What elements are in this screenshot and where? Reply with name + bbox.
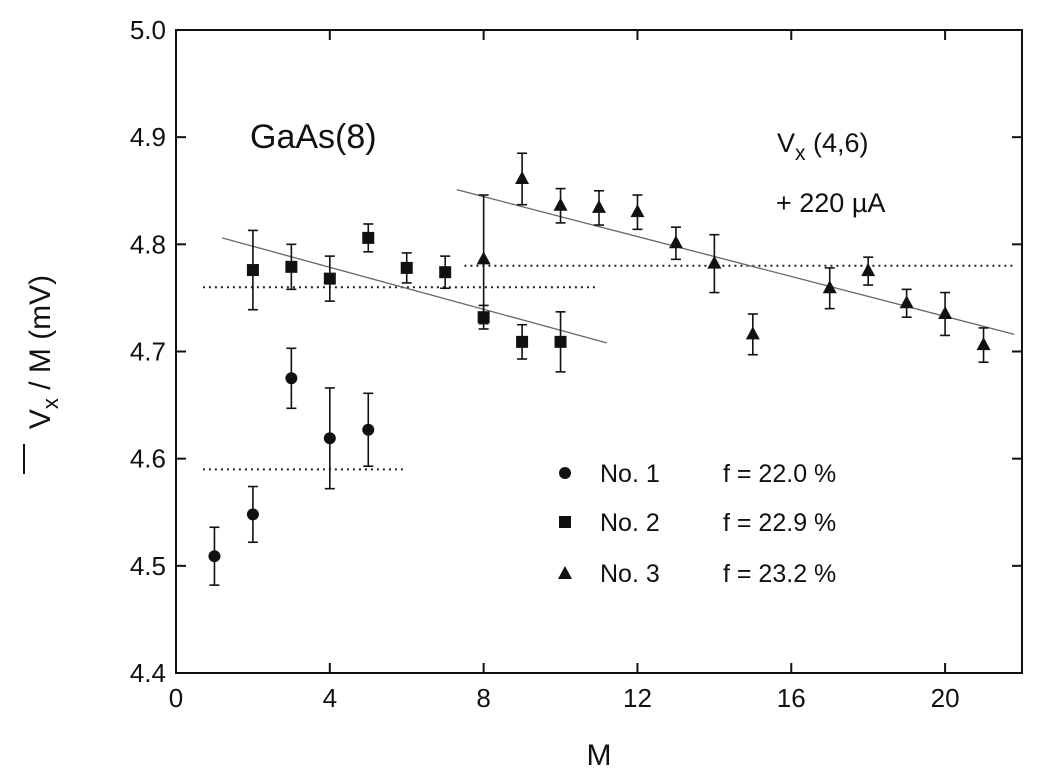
- data-point: [439, 266, 452, 279]
- legend-name-no1: No. 1: [600, 460, 660, 488]
- legend-marker-no2: [559, 516, 571, 528]
- data-point: [554, 335, 567, 348]
- y-tick-label: 4.4: [130, 658, 166, 688]
- y-axis-title-rest: / M (mV): [24, 275, 57, 398]
- current-label: + 220 µA: [776, 188, 885, 218]
- data-point: [400, 261, 413, 274]
- series-no-3: [476, 152, 991, 364]
- legend-extra-no2: f = 22.9 %: [723, 509, 836, 537]
- data-point: [515, 170, 530, 184]
- y-axis-title: Vx / M (mV): [24, 275, 63, 429]
- data-point: [745, 326, 760, 340]
- data-point: [822, 280, 837, 294]
- fit-line-no3: [456, 189, 1015, 335]
- y-tick-label: 4.8: [130, 229, 166, 259]
- y-tick-label: 4.9: [130, 122, 166, 152]
- data-point: [362, 231, 375, 244]
- y-axis-title-sub: x: [38, 398, 63, 409]
- signal-label-rest: (4,6): [806, 128, 869, 158]
- data-point: [553, 197, 568, 211]
- y-tick-label: 4.6: [130, 444, 166, 474]
- data-point: [668, 235, 683, 249]
- x-tick-label: 0: [169, 683, 183, 713]
- series-no-1: [208, 347, 375, 586]
- data-point: [285, 372, 298, 385]
- data-point: [285, 260, 298, 273]
- data-point: [516, 335, 529, 348]
- data-point: [246, 508, 259, 521]
- data-point: [592, 199, 606, 213]
- data-points: [208, 152, 991, 586]
- legend-name-no3: No. 3: [600, 560, 660, 588]
- data-point: [246, 264, 259, 277]
- x-tick-label: 16: [777, 683, 806, 713]
- y-tick-label: 4.7: [130, 337, 166, 367]
- reference-lines: [202, 189, 1015, 471]
- data-point: [208, 550, 221, 563]
- fit-line-no2: [221, 237, 607, 344]
- x-tick-label: 4: [323, 683, 337, 713]
- legend-extra-no3: f = 23.2 %: [723, 560, 836, 588]
- y-tick-label: 4.5: [130, 551, 166, 581]
- legend-extra-no1: f = 22.0 %: [723, 460, 836, 488]
- x-axis-title: M: [587, 739, 612, 772]
- data-point: [323, 432, 336, 445]
- data-point: [476, 251, 491, 265]
- data-point: [938, 305, 953, 319]
- sample-label: GaAs(8): [250, 118, 377, 156]
- y-tick-label: 5.0: [130, 15, 166, 45]
- data-point: [707, 255, 722, 269]
- legend-marker-no3: [558, 566, 572, 579]
- x-tick-label: 12: [623, 683, 652, 713]
- data-point: [323, 272, 336, 285]
- data-point: [362, 423, 375, 436]
- y-axis-title-main: V: [24, 409, 57, 429]
- signal-label: Vx (4,6): [777, 128, 869, 165]
- data-point: [630, 204, 645, 218]
- legend: No. 1 f = 22.0 % No. 2 f = 22.9 % No. 3 …: [558, 460, 836, 588]
- x-tick-label: 20: [931, 683, 960, 713]
- legend-marker-no1: [559, 467, 571, 479]
- legend-name-no2: No. 2: [600, 509, 660, 537]
- x-tick-label: 8: [476, 683, 490, 713]
- signal-label-main: V: [777, 128, 795, 158]
- axis-ticks: 0 4 8 12 16 20 4.4 4.5 4.6 4.7 4.8 4.9 5.0: [130, 15, 1022, 713]
- data-point: [976, 337, 991, 351]
- data-point: [899, 295, 914, 309]
- series-no-2: [246, 223, 567, 373]
- signal-label-sub: x: [795, 142, 806, 165]
- data-point: [861, 263, 876, 277]
